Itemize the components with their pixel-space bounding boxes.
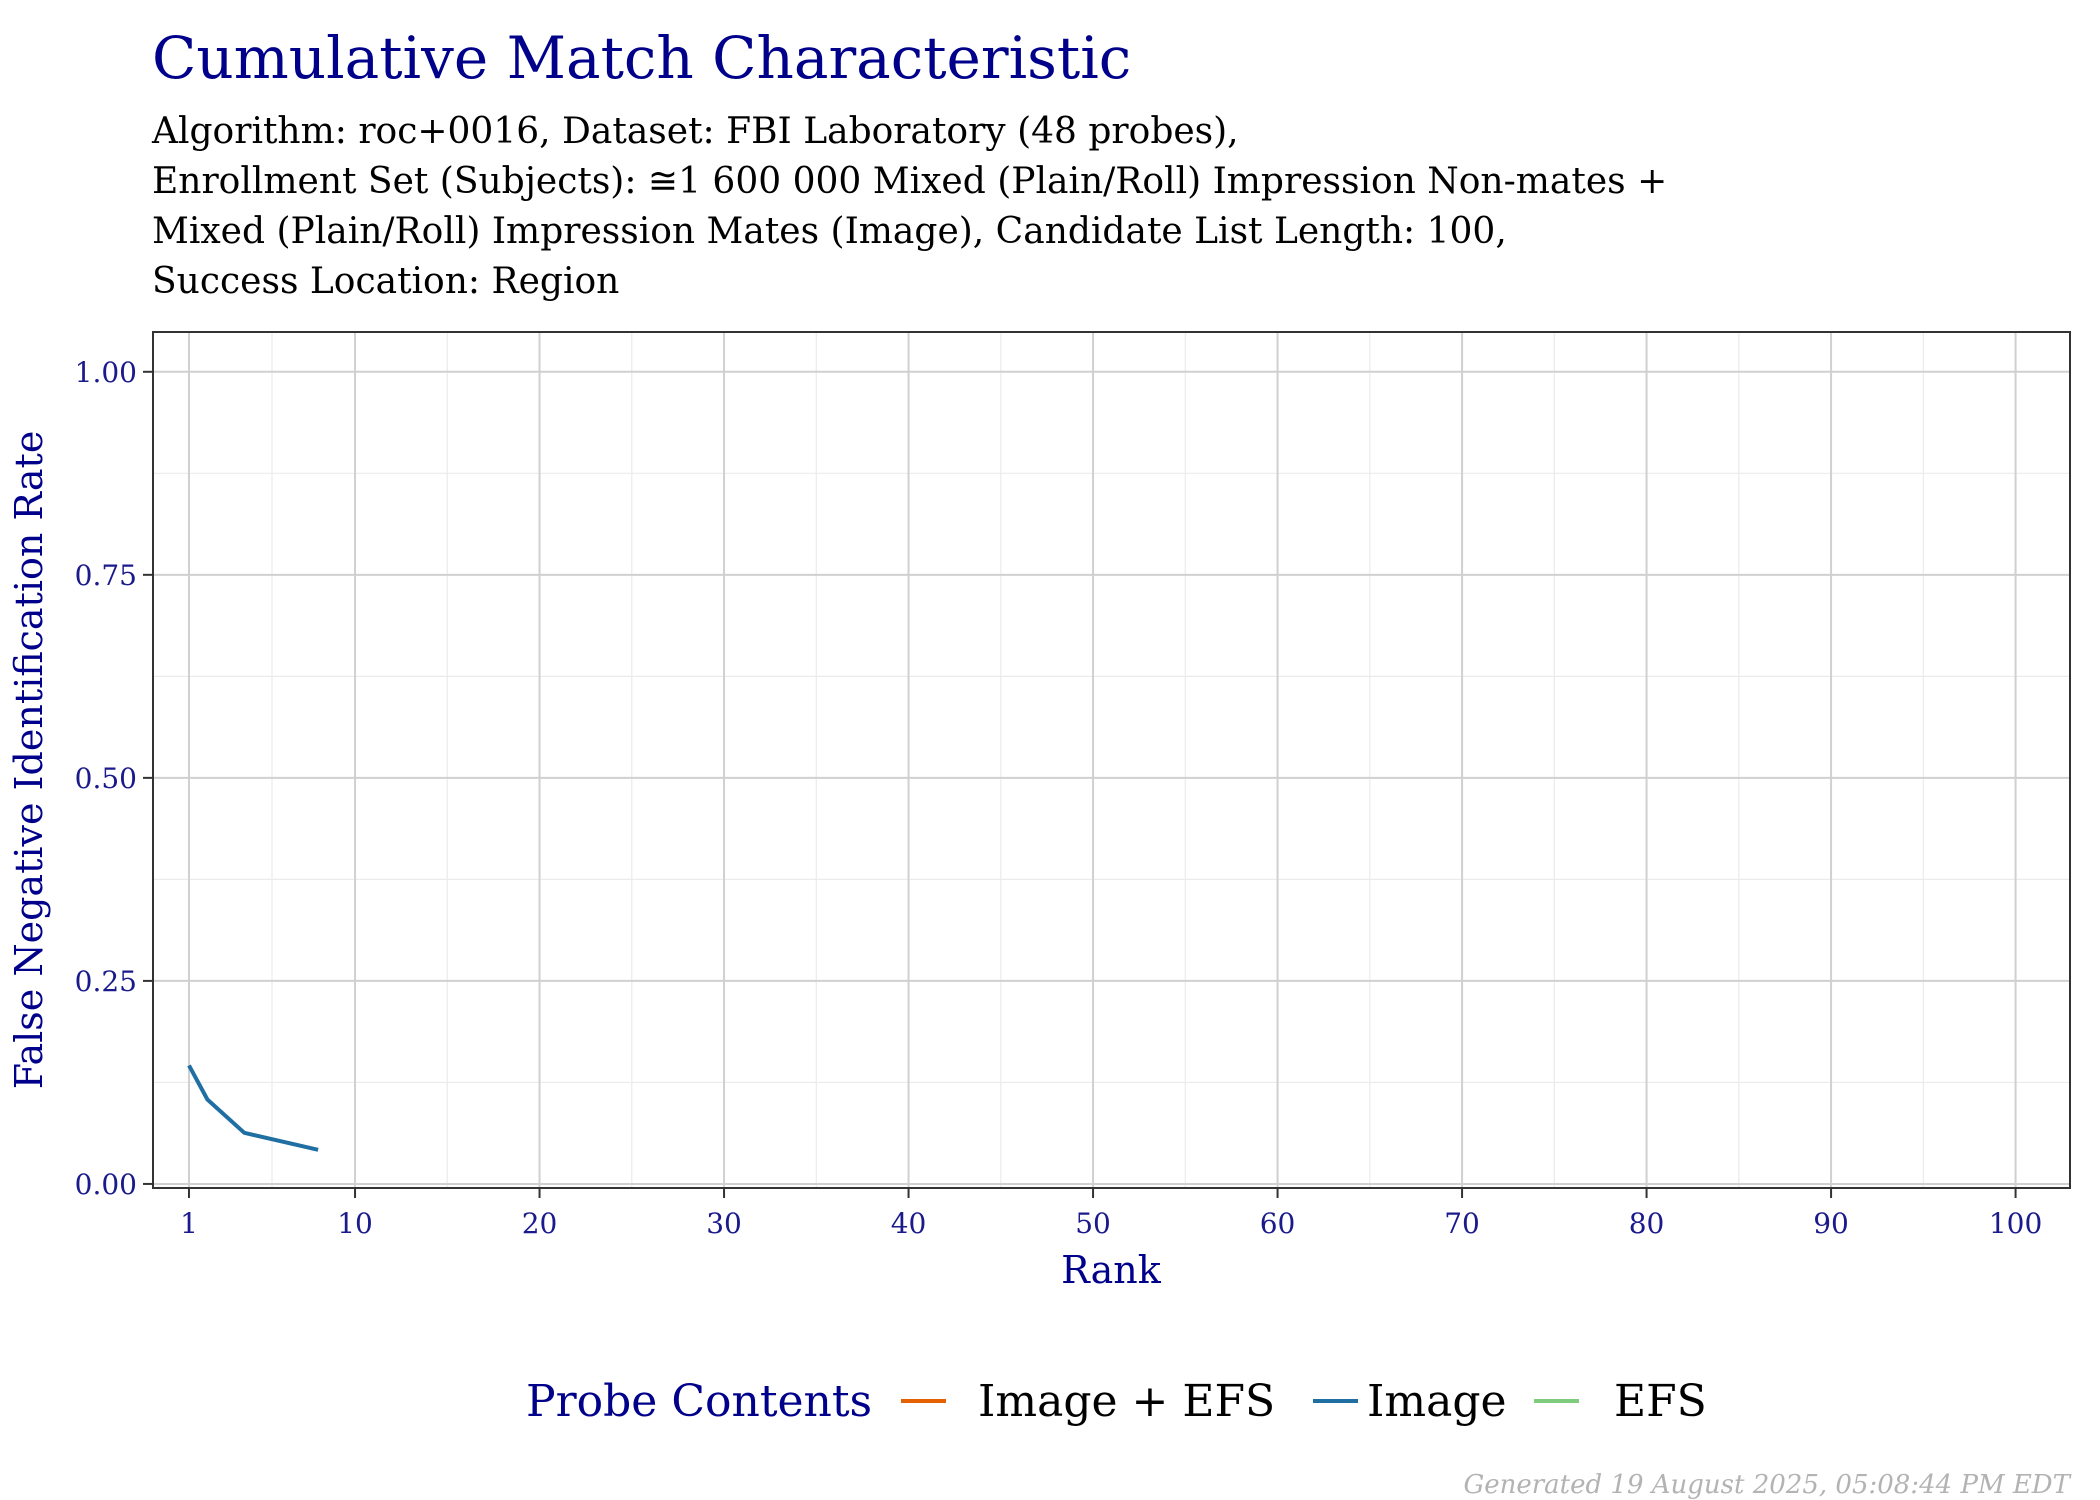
y-axis-title: False Negative Identification Rate bbox=[7, 431, 51, 1090]
x-tick-label: 10 bbox=[337, 1207, 373, 1240]
y-axis: 0.00 0.25 0.50 0.75 1.00 bbox=[75, 356, 153, 1201]
legend-label-image: Image bbox=[1367, 1376, 1507, 1427]
series-lines bbox=[187, 1064, 319, 1152]
x-tick-label: 50 bbox=[1075, 1207, 1111, 1240]
legend: Probe Contents Image + EFS Image EFS bbox=[526, 1376, 1707, 1427]
x-tick-label: 20 bbox=[522, 1207, 558, 1240]
y-tick-label: 1.00 bbox=[75, 356, 137, 389]
x-tick-label: 70 bbox=[1444, 1207, 1480, 1240]
legend-title: Probe Contents bbox=[526, 1376, 872, 1427]
chart-subtitle-line-2: Enrollment Set (Subjects): ≅1 600 000 Mi… bbox=[152, 161, 1667, 202]
legend-label-image-efs: Image + EFS bbox=[978, 1376, 1275, 1427]
x-axis: 1 10 20 30 40 50 60 70 80 90 100 bbox=[180, 1188, 2042, 1240]
minor-gridlines bbox=[153, 332, 2070, 1188]
y-tick-label: 0.25 bbox=[75, 965, 137, 998]
chart-subtitle-line-1: Algorithm: roc+0016, Dataset: FBI Labora… bbox=[151, 111, 1239, 152]
chart-title: Cumulative Match Characteristic bbox=[152, 24, 1131, 92]
legend-label-efs: EFS bbox=[1614, 1376, 1707, 1427]
x-tick-label: 100 bbox=[1989, 1207, 2042, 1240]
chart-subtitle-line-3: Mixed (Plain/Roll) Impression Mates (Ima… bbox=[152, 211, 1507, 252]
major-gridlines bbox=[153, 332, 2070, 1188]
x-tick-label: 60 bbox=[1260, 1207, 1296, 1240]
plot-panel-border bbox=[152, 331, 2071, 1189]
x-tick-label: 90 bbox=[1813, 1207, 1849, 1240]
y-tick-label: 0.00 bbox=[75, 1168, 137, 1201]
x-tick-label: 40 bbox=[891, 1207, 927, 1240]
y-tick-label: 0.50 bbox=[75, 762, 137, 795]
chart-subtitle-line-4: Success Location: Region bbox=[152, 261, 619, 302]
generated-timestamp: Generated 19 August 2025, 05:08:44 PM ED… bbox=[1463, 1470, 2071, 1500]
x-tick-label: 1 bbox=[180, 1207, 198, 1240]
x-tick-label: 30 bbox=[706, 1207, 742, 1240]
x-axis-title: Rank bbox=[1061, 1248, 1162, 1292]
y-tick-label: 0.75 bbox=[75, 559, 137, 592]
x-tick-label: 80 bbox=[1629, 1207, 1665, 1240]
series-line-image bbox=[187, 1064, 319, 1152]
